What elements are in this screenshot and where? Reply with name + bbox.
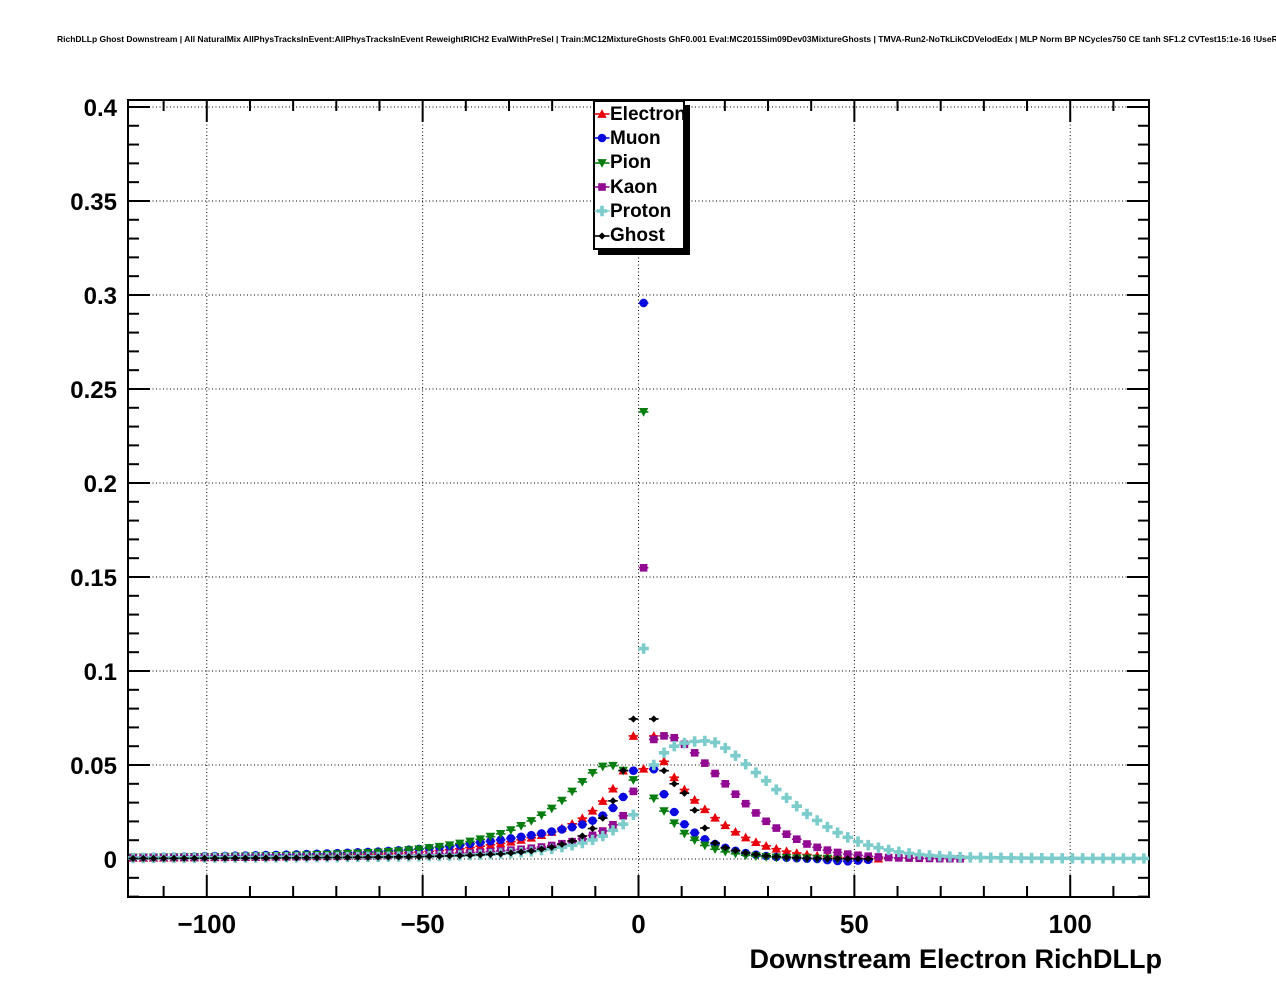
legend-label: Muon — [610, 127, 661, 149]
legend-entry-kaon: Kaon — [594, 175, 683, 199]
x-tick-label: −100 — [177, 909, 236, 939]
x-axis-title: Downstream Electron RichDLLp — [749, 944, 1162, 974]
plot-title: RichDLLp Ghost Downstream | All NaturalM… — [57, 34, 1276, 44]
legend-entry-proton: Proton — [594, 199, 683, 223]
legend-label: Kaon — [610, 176, 658, 198]
triangle-down-marker-icon — [594, 158, 610, 168]
legend-label: Proton — [610, 200, 672, 222]
series-proton — [127, 643, 1150, 864]
y-tick-labels: 0 0.05 0.1 0.15 0.2 0.25 0.3 0.35 0.4 — [70, 95, 117, 874]
x-tick-label: −50 — [401, 909, 445, 939]
triangle-up-marker-icon — [594, 109, 610, 119]
y-tick-label: 0.05 — [70, 753, 117, 780]
x-tick-label: 100 — [1049, 909, 1092, 939]
x-tick-label: 0 — [631, 909, 645, 939]
series-ghost — [128, 715, 874, 863]
y-tick-label: 0.2 — [84, 471, 117, 498]
legend-label: Pion — [610, 152, 652, 174]
y-tick-label: 0.35 — [70, 189, 117, 216]
legend-label: Electron — [610, 103, 687, 125]
legend-entry-pion: Pion — [594, 151, 683, 175]
square-marker-icon — [594, 183, 610, 191]
diamond-marker-icon — [594, 232, 610, 240]
y-tick-label: 0.4 — [84, 95, 118, 122]
plus-marker-icon — [594, 206, 610, 217]
circle-marker-icon — [594, 134, 610, 143]
series-electron — [128, 731, 884, 863]
y-tick-label: 0.3 — [84, 283, 117, 310]
y-tick-label: 0.25 — [70, 377, 117, 404]
x-tick-label: 50 — [840, 909, 869, 939]
y-tick-label: 0.1 — [84, 659, 117, 686]
series-kaon — [128, 563, 965, 863]
y-tick-label: 0.15 — [70, 565, 117, 592]
y-tick-label: 0 — [104, 847, 117, 874]
legend-entry-ghost: Ghost — [594, 224, 683, 248]
legend-box: Electron Muon Pion Kaon Proton Ghost — [593, 100, 687, 250]
x-tick-labels: −100 −50 0 50 100 — [177, 909, 1091, 939]
legend-entry-muon: Muon — [594, 126, 683, 150]
legend-label: Ghost — [610, 225, 665, 247]
legend-entry-electron: Electron — [594, 102, 687, 126]
